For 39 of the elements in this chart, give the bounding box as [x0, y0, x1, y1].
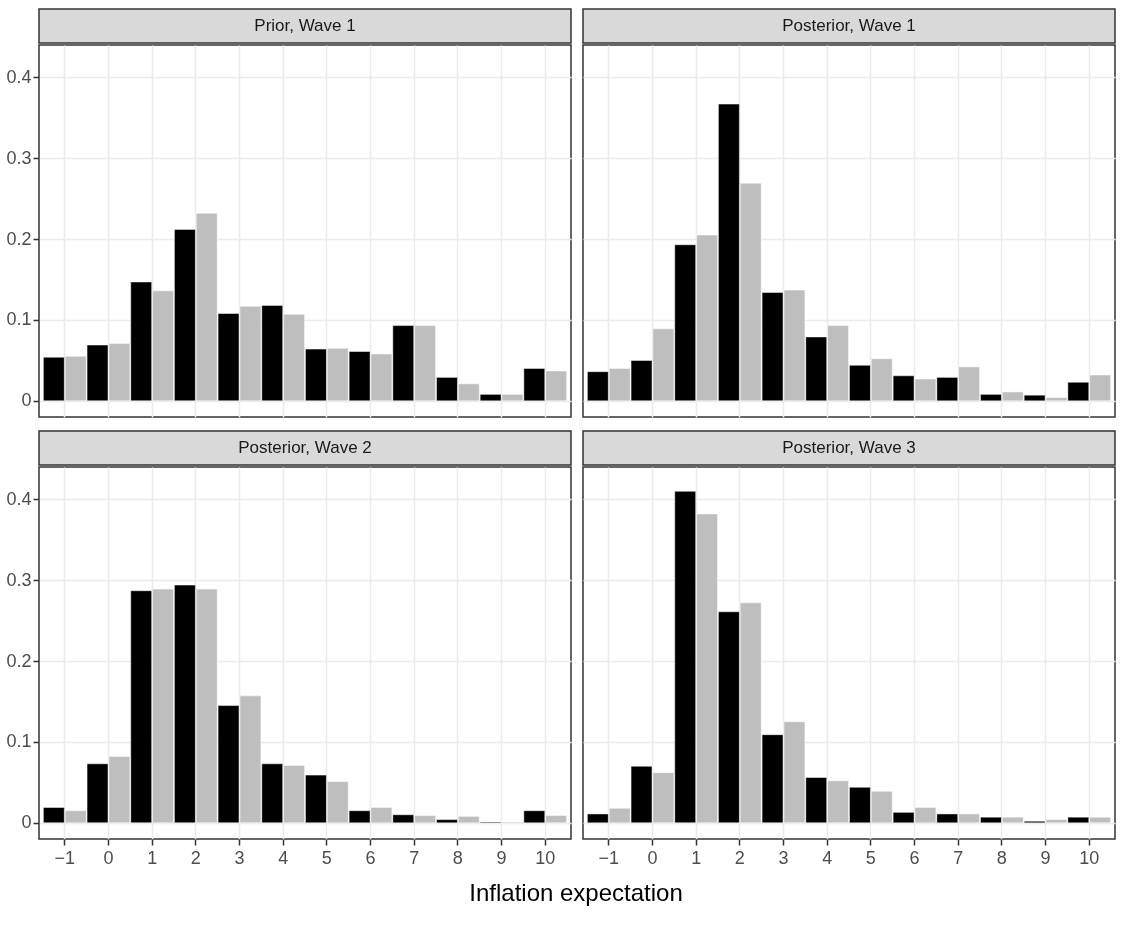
x-tick-label: 8	[996, 847, 1007, 868]
x-tick-label: 4	[822, 847, 833, 868]
x-tick-label: 3	[778, 847, 789, 868]
y-tick-label: 0.1	[6, 731, 32, 752]
x-tick-label: −1	[54, 847, 76, 868]
y-tick-label: 0.3	[6, 147, 32, 168]
x-tick-label: 5	[865, 847, 876, 868]
x-tick-label: 2	[734, 847, 745, 868]
x-tick-label: 10	[1079, 847, 1100, 868]
x-tick-label: 6	[909, 847, 920, 868]
x-tick-label: 9	[496, 847, 507, 868]
y-tick-label: 0.4	[6, 66, 32, 87]
x-tick-label: 0	[647, 847, 658, 868]
chart-title: Posterior, Wave 3	[782, 438, 916, 457]
x-tick-label: 8	[452, 847, 463, 868]
x-tick-label: 3	[234, 847, 245, 868]
y-tick-label: 0	[21, 390, 32, 411]
chart-title: Posterior, Wave 2	[238, 438, 372, 457]
y-tick-label: 0.4	[6, 488, 32, 509]
y-tick-label: 0.2	[6, 650, 32, 671]
y-tick-label: 0.3	[6, 569, 32, 590]
y-tick-label: 0	[21, 812, 32, 833]
x-tick-label: 6	[365, 847, 376, 868]
x-tick-label: 4	[278, 847, 289, 868]
x-axis-title: Inflation expectation	[469, 879, 683, 906]
x-tick-label: 9	[1040, 847, 1051, 868]
x-tick-label: 7	[409, 847, 420, 868]
x-tick-label: 1	[691, 847, 702, 868]
y-tick-label: 0.2	[6, 228, 32, 249]
x-tick-label: −1	[598, 847, 620, 868]
x-tick-label: 0	[103, 847, 114, 868]
chart-title: Prior, Wave 1	[254, 16, 356, 35]
x-tick-label: 1	[147, 847, 158, 868]
x-tick-label: 10	[535, 847, 556, 868]
x-tick-label: 7	[953, 847, 964, 868]
x-tick-label: 2	[190, 847, 201, 868]
x-tick-label: 5	[321, 847, 332, 868]
chart-title: Posterior, Wave 1	[782, 16, 916, 35]
y-tick-label: 0.1	[6, 309, 32, 330]
